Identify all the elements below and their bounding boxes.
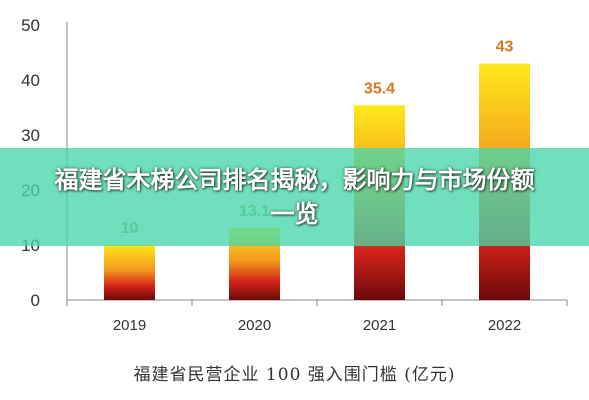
x-tick-label: 2022 xyxy=(488,317,521,334)
title-banner: 福建省木梯公司排名揭秘，影响力与市场份额一览 xyxy=(0,148,589,246)
y-tick-label: 30 xyxy=(21,126,40,145)
chart-caption: 福建省民营企业 100 强入围门槛 (亿元) xyxy=(133,365,456,385)
y-tick-label: 40 xyxy=(21,71,40,90)
y-tick-label: 0 xyxy=(31,291,40,310)
x-tick-label: 2019 xyxy=(113,317,146,334)
y-tick-label: 50 xyxy=(21,16,40,35)
banner-title: 福建省木梯公司排名揭秘，影响力与市场份额一览 xyxy=(54,166,535,228)
x-tick-marks xyxy=(66,300,568,306)
x-tick-label: 2021 xyxy=(363,317,396,334)
x-tick-label: 2020 xyxy=(238,317,271,334)
value-label: 43 xyxy=(496,39,514,56)
bar-2019 xyxy=(104,245,155,300)
x-tick-labels: 2019 2020 2021 2022 xyxy=(113,317,521,334)
value-label: 35.4 xyxy=(364,80,395,97)
